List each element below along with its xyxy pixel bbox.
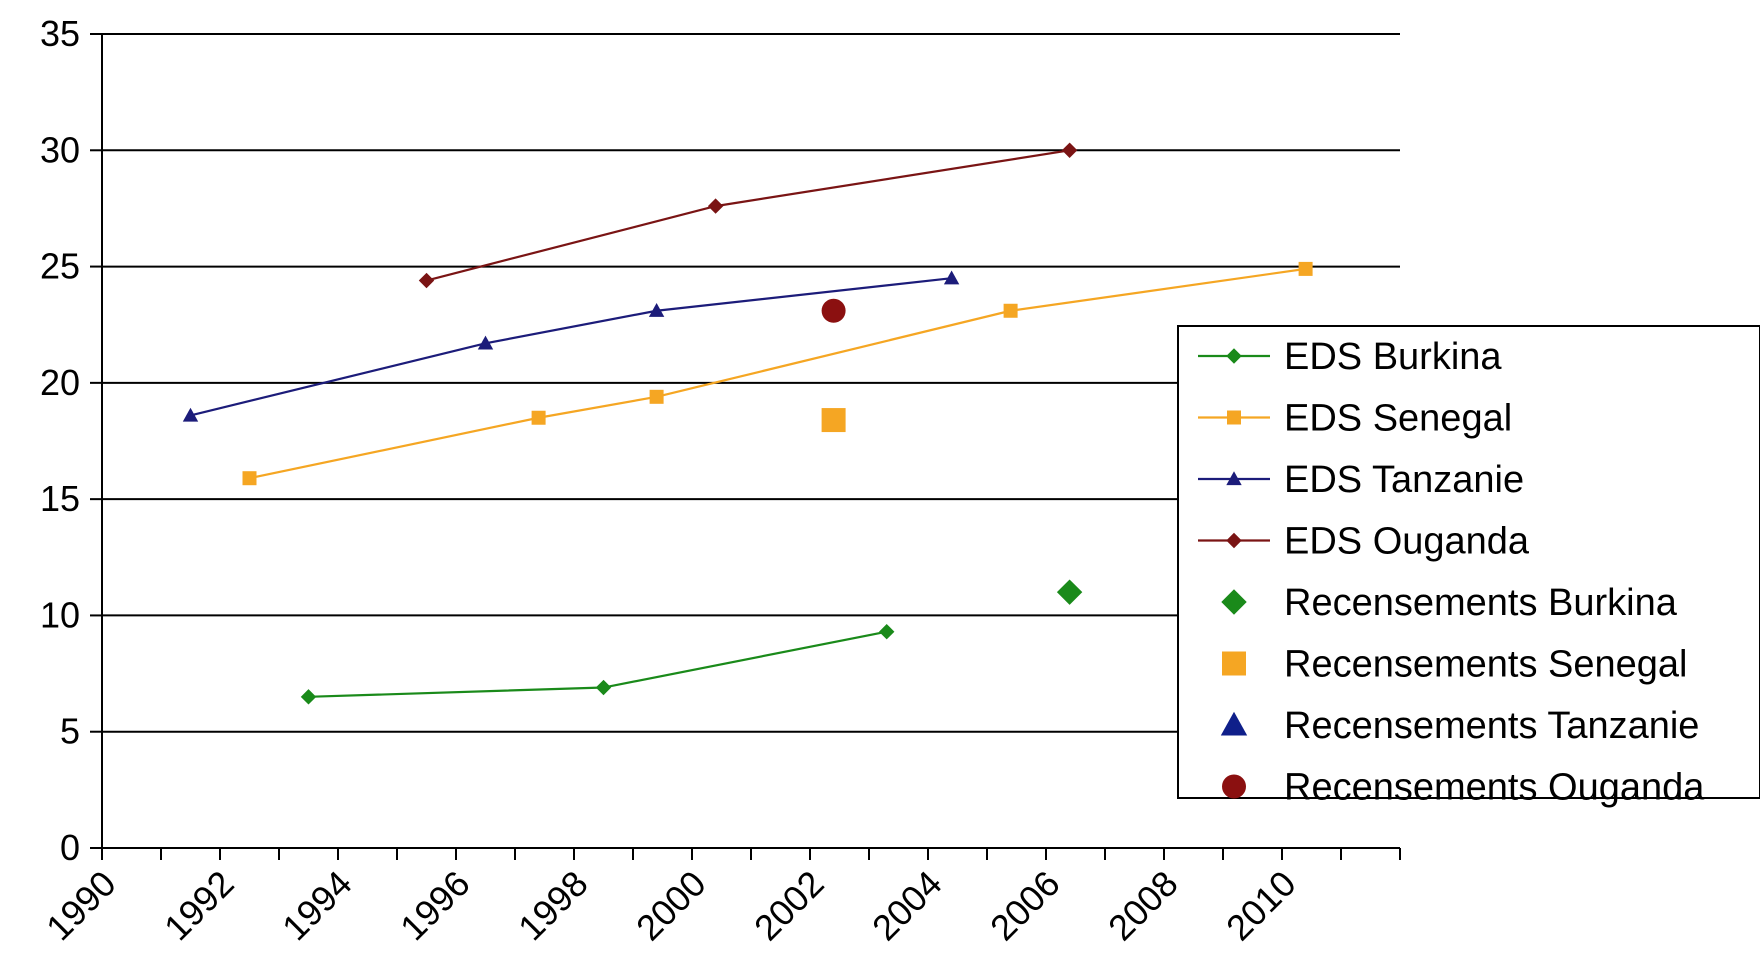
legend-entry: Recensements Burkina (1221, 582, 1678, 624)
data-point (1056, 579, 1083, 605)
series-7 (821, 298, 846, 323)
legend-entry: EDS Burkina (1198, 336, 1502, 378)
legend-marker (1220, 711, 1248, 736)
legend-entry: Recensements Senegal (1222, 644, 1687, 686)
legend-marker (1226, 348, 1242, 364)
data-point (821, 298, 846, 323)
data-point (648, 303, 665, 317)
x-tick-label: 1996 (392, 863, 478, 949)
data-point (300, 689, 317, 705)
data-point (182, 407, 199, 422)
legend-label: Recensements Tanzanie (1284, 705, 1699, 747)
legend-label: EDS Senegal (1284, 398, 1512, 440)
grid (102, 33, 1400, 733)
legend-entry: EDS Senegal (1198, 398, 1512, 440)
legend-marker (1221, 589, 1247, 615)
series-3 (418, 142, 1078, 289)
legend-marker (1227, 410, 1241, 425)
series-2 (182, 270, 960, 422)
data-point (1298, 261, 1313, 276)
legend-marker (1222, 774, 1246, 799)
data-point (821, 408, 846, 433)
y-tick-label: 10 (40, 594, 80, 635)
legend-entry: EDS Tanzanie (1198, 459, 1524, 501)
legend-label: EDS Ouganda (1284, 521, 1530, 563)
y-tick-label: 30 (40, 129, 80, 170)
data-point (1003, 303, 1018, 318)
legend-label: EDS Tanzanie (1284, 459, 1524, 501)
y-tick-label: 35 (40, 13, 80, 54)
data-point (477, 335, 494, 350)
x-tick-label: 1992 (156, 863, 242, 949)
legend-marker (1226, 471, 1242, 486)
x-tick-label: 2004 (864, 863, 950, 949)
legend-label: Recensements Senegal (1284, 644, 1687, 686)
x-tick-label: 2002 (746, 863, 832, 949)
data-point (878, 624, 895, 640)
legend-entry: Recensements Tanzanie (1220, 705, 1699, 747)
x-tick-label: 2000 (628, 863, 714, 949)
x-tick-label: 2010 (1218, 863, 1304, 949)
y-tick-label: 5 (60, 711, 80, 752)
y-tick-label: 25 (40, 246, 80, 287)
legend-entry: Recensements Ouganda (1222, 767, 1705, 809)
series-0 (300, 624, 895, 705)
data-point (1061, 142, 1078, 158)
data-point (531, 410, 546, 425)
data-point (418, 272, 435, 289)
y-tick-label: 15 (40, 478, 80, 519)
plot-area (182, 142, 1313, 705)
x-tick-label: 2006 (982, 863, 1068, 949)
legend-marker (1222, 651, 1246, 676)
series-5 (821, 408, 846, 433)
legend-box (1177, 325, 1760, 799)
legend: EDS Burkina EDS Senegal EDS Tanzanie EDS Ou… (1177, 325, 1760, 809)
series-4 (1056, 579, 1083, 605)
legend-entry: EDS Ouganda (1198, 521, 1530, 563)
x-tick-label: 1998 (510, 863, 596, 949)
x-tick-label: 2008 (1100, 863, 1186, 949)
series-line (190, 277, 952, 417)
series-line (249, 267, 1306, 480)
y-tick-label: 20 (40, 362, 80, 403)
data-point (707, 198, 724, 214)
x-tick-label: 1994 (274, 863, 360, 949)
data-point (649, 389, 664, 404)
legend-label: Recensements Ouganda (1284, 767, 1705, 809)
data-point (242, 471, 257, 486)
series-1 (242, 261, 1313, 486)
legend-marker (1226, 532, 1242, 549)
series-line (426, 149, 1070, 282)
legend-label: Recensements Burkina (1284, 582, 1678, 624)
y-tick-label: 0 (60, 827, 80, 868)
data-point (595, 679, 612, 696)
legend-label: EDS Burkina (1284, 336, 1502, 378)
x-tick-label: 1990 (38, 863, 124, 949)
data-point (943, 270, 960, 285)
